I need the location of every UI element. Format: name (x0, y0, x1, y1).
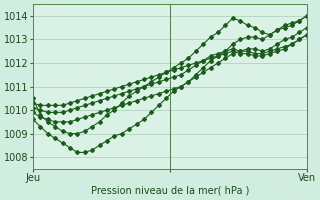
X-axis label: Pression niveau de la mer( hPa ): Pression niveau de la mer( hPa ) (91, 186, 249, 196)
